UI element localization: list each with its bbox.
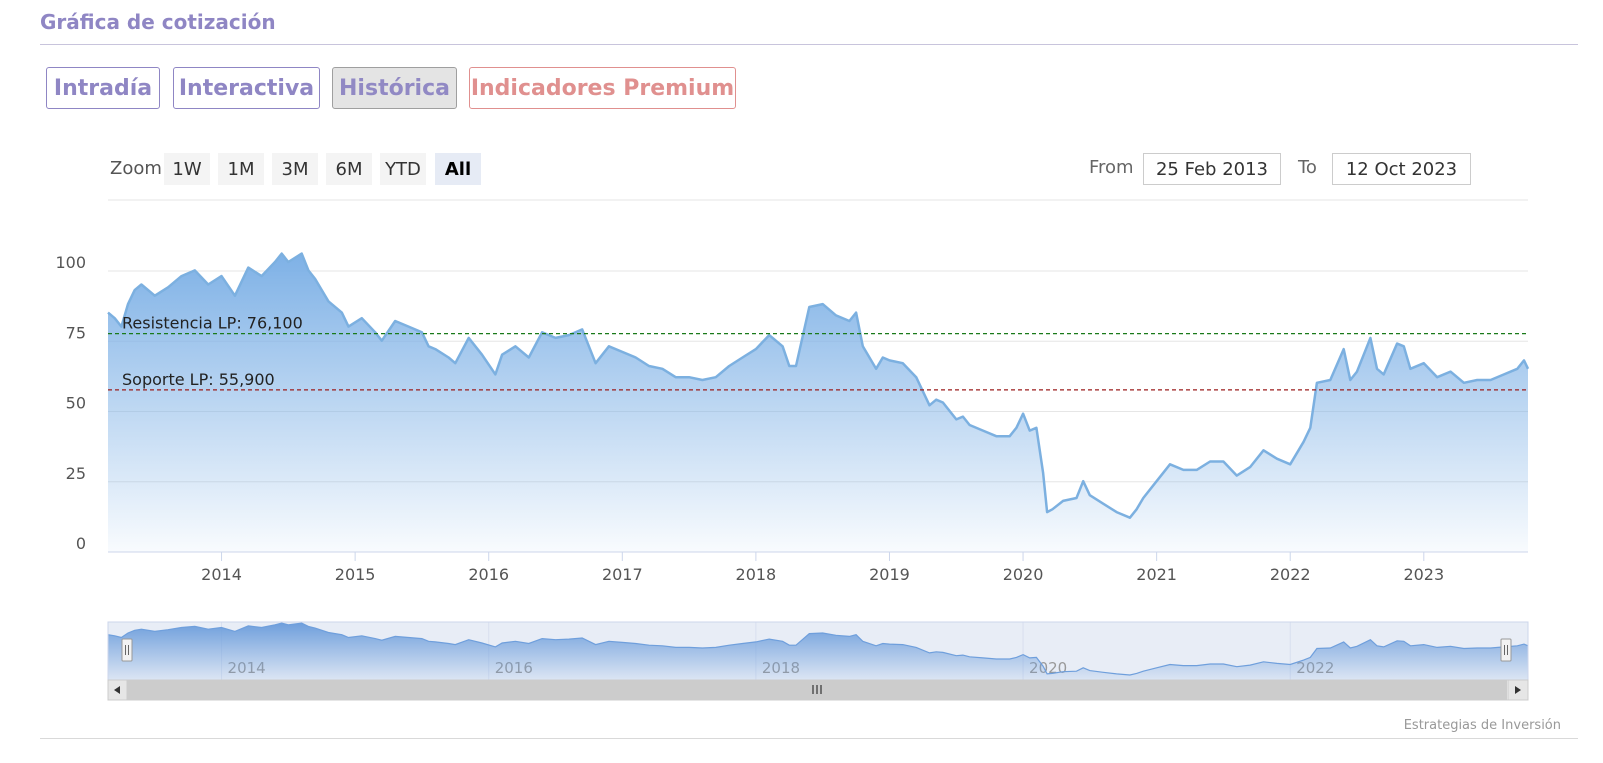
chart-credit: Estrategias de Inversión <box>1403 718 1561 733</box>
tab-historica[interactable]: Histórica <box>332 67 457 109</box>
x-tick-label: 2021 <box>1136 565 1177 584</box>
zoom-label: Zoom <box>110 158 162 179</box>
series-line <box>107 252 1530 519</box>
tab-indicadores-premium[interactable]: Indicadores Premium <box>469 67 736 109</box>
x-tick-label: 2018 <box>736 565 777 584</box>
title-divider <box>40 44 1578 45</box>
navigator-line <box>107 622 1529 676</box>
navigator-handle-left[interactable] <box>121 638 133 662</box>
to-date-input[interactable]: 12 Oct 2023 <box>1332 153 1471 185</box>
zoom-button-all[interactable]: All <box>435 153 481 185</box>
x-tick-label: 2022 <box>1270 565 1311 584</box>
support-line-label: Soporte LP: 55,900 <box>122 370 275 389</box>
y-tick-label: 0 <box>76 534 86 553</box>
x-tick-label: 2015 <box>335 565 376 584</box>
tab-intradia[interactable]: Intradía <box>46 67 160 109</box>
navigator-area <box>108 623 1528 680</box>
x-tick-label: 2020 <box>1003 565 1044 584</box>
to-label: To <box>1298 157 1317 178</box>
from-date-input[interactable]: 25 Feb 2013 <box>1143 153 1281 185</box>
bottom-divider <box>40 738 1578 739</box>
x-tick-label: 2016 <box>468 565 509 584</box>
x-tick-label: 2023 <box>1403 565 1444 584</box>
x-tick-label: 2014 <box>201 565 242 584</box>
y-tick-label: 50 <box>66 394 86 413</box>
zoom-button-1m[interactable]: 1M <box>218 153 264 185</box>
series-area <box>108 253 1528 552</box>
page-title: Gráfica de cotización <box>40 10 276 34</box>
from-label: From <box>1089 157 1134 178</box>
arrow-right-icon <box>1515 686 1521 694</box>
zoom-button-1w[interactable]: 1W <box>164 153 210 185</box>
resistance-line-label: Resistencia LP: 76,100 <box>122 314 303 333</box>
navigator-handle-right[interactable] <box>1500 638 1512 662</box>
x-tick-label: 2019 <box>869 565 910 584</box>
y-tick-label: 75 <box>66 323 86 342</box>
y-tick-label: 100 <box>55 253 86 272</box>
arrow-left-icon <box>114 686 120 694</box>
y-tick-label: 25 <box>66 464 86 483</box>
zoom-button-6m[interactable]: 6M <box>326 153 372 185</box>
x-tick-label: 2017 <box>602 565 643 584</box>
zoom-button-ytd[interactable]: YTD <box>380 153 426 185</box>
tab-interactiva[interactable]: Interactiva <box>173 67 320 109</box>
zoom-button-3m[interactable]: 3M <box>272 153 318 185</box>
